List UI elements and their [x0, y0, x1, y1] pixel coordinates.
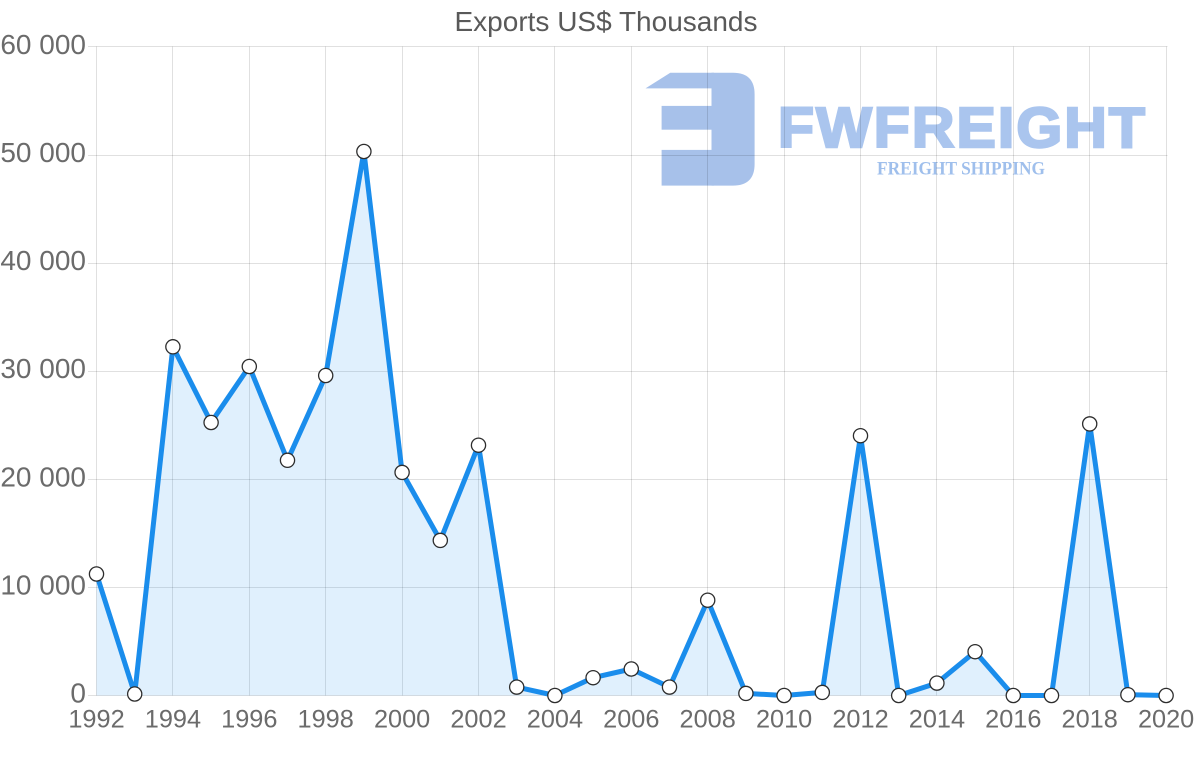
svg-text:FWFREIGHT: FWFREIGHT [778, 96, 1147, 160]
svg-text:1996: 1996 [221, 706, 277, 734]
svg-text:2020: 2020 [1138, 706, 1194, 734]
svg-text:20 000: 20 000 [0, 461, 86, 492]
svg-text:2012: 2012 [832, 706, 888, 734]
svg-text:60 000: 60 000 [0, 29, 86, 60]
svg-text:0: 0 [70, 678, 86, 709]
svg-text:30 000: 30 000 [0, 353, 86, 384]
svg-text:2006: 2006 [603, 706, 659, 734]
svg-text:2008: 2008 [680, 706, 736, 734]
svg-text:2018: 2018 [1062, 706, 1118, 734]
svg-text:2002: 2002 [450, 706, 506, 734]
svg-text:10 000: 10 000 [0, 569, 86, 600]
svg-text:2000: 2000 [374, 706, 430, 734]
svg-text:FREIGHT SHIPPING: FREIGHT SHIPPING [877, 160, 1045, 180]
svg-text:Exports US$ Thousands: Exports US$ Thousands [455, 6, 758, 37]
svg-text:1998: 1998 [298, 706, 354, 734]
svg-text:2016: 2016 [985, 706, 1041, 734]
svg-text:50 000: 50 000 [0, 137, 86, 168]
svg-text:40 000: 40 000 [0, 245, 86, 276]
svg-text:2010: 2010 [756, 706, 812, 734]
svg-text:2004: 2004 [527, 706, 583, 734]
svg-text:1994: 1994 [145, 706, 201, 734]
svg-text:1992: 1992 [68, 706, 124, 734]
svg-text:2014: 2014 [909, 706, 965, 734]
